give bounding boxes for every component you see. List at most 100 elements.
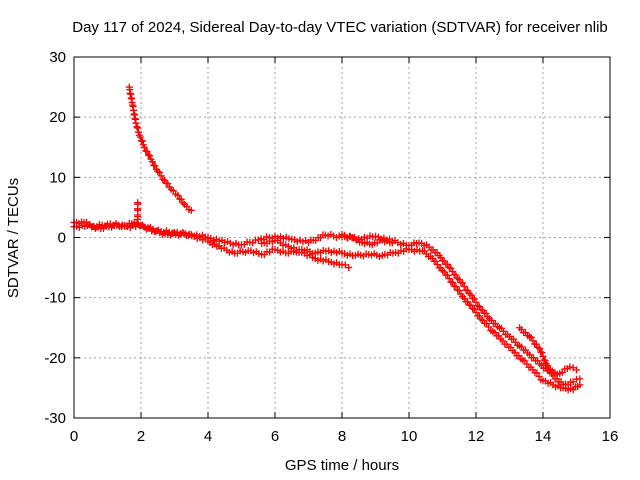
data-point	[482, 310, 490, 318]
x-axis-label: GPS time / hours	[285, 457, 399, 474]
x-tick-label: 8	[338, 428, 346, 445]
data-point	[455, 287, 463, 295]
data-point	[134, 124, 142, 132]
data-point	[440, 268, 448, 276]
data-point	[388, 239, 396, 247]
x-tick-labels: 0 2 4 6 8 10 12 14 16	[70, 428, 619, 445]
x-tick-label: 0	[70, 428, 78, 445]
data-point	[454, 274, 462, 282]
data-point	[179, 199, 187, 207]
data-point	[134, 128, 142, 136]
data-point	[566, 363, 574, 371]
data-point	[541, 357, 549, 365]
data-point	[472, 309, 480, 317]
data-point	[345, 264, 353, 272]
data-point	[140, 143, 148, 151]
data-point	[534, 343, 542, 351]
series-segment-6-to-8	[258, 237, 353, 272]
data-point	[465, 289, 473, 297]
y-tick-label: 30	[49, 49, 66, 66]
data-point	[449, 268, 457, 276]
data-point	[174, 191, 182, 199]
data-point	[146, 152, 154, 160]
data-point	[460, 283, 468, 291]
data-point	[477, 315, 485, 323]
data-point	[439, 267, 446, 275]
data-point	[148, 158, 156, 166]
series-segment-8-to-9	[338, 230, 396, 249]
data-point	[444, 271, 452, 279]
data-point	[540, 356, 548, 364]
data-point	[459, 279, 467, 287]
series-main-track-lower	[70, 221, 584, 394]
data-point	[469, 304, 477, 312]
data-point	[536, 345, 544, 353]
data-point	[573, 366, 580, 374]
data-point	[479, 306, 487, 314]
data-point	[157, 172, 165, 180]
data-point	[529, 337, 537, 345]
x-tick-label: 2	[137, 428, 145, 445]
axis-ticks	[73, 56, 611, 419]
data-point	[449, 279, 457, 287]
x-tick-label: 16	[602, 428, 619, 445]
data-point	[133, 123, 141, 131]
data-point	[452, 271, 460, 279]
data-point	[532, 340, 540, 348]
data-point	[445, 264, 453, 272]
data-point	[464, 298, 472, 306]
x-tick-label: 10	[401, 428, 418, 445]
data-point	[526, 333, 534, 341]
chart-title: Day 117 of 2024, Sidereal Day-to-day VTE…	[72, 19, 608, 36]
data-point	[470, 295, 478, 303]
data-point	[444, 260, 452, 268]
data-point	[447, 264, 455, 272]
y-tick-label: -10	[44, 290, 66, 307]
data-point	[187, 206, 195, 214]
data-point	[475, 312, 483, 320]
data-point	[474, 302, 482, 310]
x-tick-label: 6	[271, 428, 279, 445]
data-point	[151, 162, 159, 170]
data-point	[132, 119, 140, 127]
data-point	[467, 301, 475, 309]
data-point	[159, 175, 167, 183]
y-tick-label: 0	[58, 230, 66, 247]
data-point	[527, 334, 535, 342]
y-tick-label: 10	[49, 169, 66, 186]
data-point	[452, 283, 460, 291]
x-tick-label: 4	[204, 428, 212, 445]
data-point	[544, 362, 552, 370]
series-segment-13-to-15	[516, 324, 584, 389]
data-points	[70, 83, 584, 394]
data-point	[538, 349, 546, 357]
data-point	[155, 168, 163, 176]
data-point	[576, 375, 584, 383]
data-point	[576, 381, 584, 389]
y-tick-label: -20	[44, 350, 66, 367]
series-steep-arc	[125, 83, 195, 214]
series-spike	[134, 199, 142, 223]
data-point	[177, 195, 185, 203]
data-point	[445, 275, 453, 283]
data-point	[440, 257, 448, 265]
data-point	[432, 257, 440, 265]
grid	[74, 57, 610, 418]
y-tick-label: -30	[44, 410, 66, 427]
data-point	[143, 147, 151, 155]
y-tick-labels: -30 -20 -10 0 10 20 30	[44, 49, 66, 427]
y-tick-label: 20	[49, 109, 66, 126]
data-point	[134, 199, 142, 207]
x-tick-label: 12	[468, 428, 485, 445]
data-point	[472, 298, 480, 306]
data-point	[475, 303, 483, 311]
data-point	[437, 254, 445, 262]
data-point	[136, 133, 144, 141]
data-point	[164, 180, 172, 188]
x-tick-label: 14	[535, 428, 552, 445]
data-point	[467, 291, 475, 299]
data-point	[154, 167, 162, 175]
data-point	[470, 305, 478, 313]
data-point	[138, 137, 146, 145]
